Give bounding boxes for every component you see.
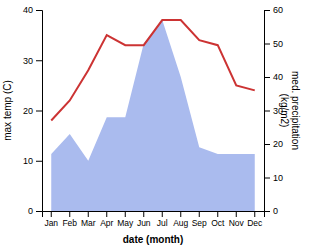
tick: Jul (157, 211, 168, 228)
tick-mark (264, 111, 270, 112)
tick-mark (36, 211, 42, 212)
tick: Jan (44, 211, 58, 228)
tick-mark (217, 211, 218, 217)
tick: Oct (211, 211, 225, 228)
tick-label: 20 (273, 139, 283, 149)
tick-label: Jul (157, 218, 168, 228)
tick-mark (125, 211, 126, 217)
tick-label: Nov (229, 218, 245, 228)
tick: 30 (23, 56, 42, 66)
tick-label: Dec (247, 218, 263, 228)
tick-mark (69, 211, 70, 217)
line (51, 20, 255, 121)
tick: Nov (229, 211, 245, 228)
tick-label: 50 (273, 39, 283, 49)
y-axis: 0 10 20 30 40 (23, 5, 43, 216)
tick-label: 40 (23, 5, 33, 15)
tick: Mar (81, 211, 96, 228)
tick-mark (106, 211, 107, 217)
tick: 40 (23, 5, 42, 15)
tick-label: Aug (173, 218, 188, 228)
tick-mark (180, 211, 181, 217)
tick: Dec (247, 211, 263, 228)
tick-mark (88, 211, 89, 217)
plot: Jan Feb Mar Apr MayJun Jul Aug Sep Oct NovDec 0 10 2… (23, 5, 283, 228)
tick: May (117, 211, 134, 228)
tick-label: Oct (211, 218, 225, 228)
tick-label: Mar (81, 218, 96, 228)
axis-line (36, 11, 43, 212)
tick: 20 (264, 139, 283, 149)
tick-label: 30 (23, 56, 33, 66)
tick-mark (51, 211, 52, 217)
tick-label: Feb (62, 218, 77, 228)
y-axis-title: max temp (C) (2, 80, 13, 141)
tick: 50 (264, 39, 283, 49)
tick-mark (264, 178, 270, 179)
axis-line (43, 212, 265, 218)
tick: 20 (23, 106, 42, 116)
tick-label: 0 (273, 206, 278, 216)
tick-label: Jun (137, 218, 151, 228)
tick: 0 (264, 206, 278, 216)
tick-mark (143, 211, 144, 217)
tick-mark (264, 44, 270, 45)
marks (51, 20, 255, 211)
tick-label: 60 (273, 5, 283, 15)
tick-mark (264, 77, 270, 78)
tick: 10 (23, 156, 42, 166)
tick-label: Sep (192, 218, 207, 228)
tick-mark (162, 211, 163, 217)
tick: 60 (264, 5, 283, 15)
tick-mark (199, 211, 200, 217)
tick: 10 (264, 173, 283, 183)
tick-mark (36, 10, 42, 11)
tick: Jun (137, 211, 151, 228)
x-axis-title: date (month) (123, 234, 184, 245)
y2-axis-title: med. precipitation(kg/m2) (279, 71, 302, 150)
tick: Sep (192, 211, 207, 228)
x-axis: Jan Feb Mar Apr MayJun Jul Aug Sep Oct NovDec (43, 211, 265, 228)
tick-mark (254, 211, 255, 217)
tick-mark (36, 60, 42, 61)
tick-label: 40 (273, 72, 283, 82)
tick-mark (236, 211, 237, 217)
tick-mark (36, 161, 42, 162)
chart: Jan Feb Mar Apr MayJun Jul Aug Sep Oct NovDec 0 10 2… (0, 0, 318, 247)
tick-mark (36, 111, 42, 112)
tick-label: 0 (28, 206, 33, 216)
tick: Apr (100, 211, 113, 228)
tick-mark (264, 10, 270, 11)
tick-label: 20 (23, 106, 33, 116)
tick-label: Apr (100, 218, 113, 228)
tick: 40 (264, 72, 283, 82)
tick: 0 (28, 206, 42, 216)
tick: Aug (173, 211, 188, 228)
tick-label: May (117, 218, 134, 228)
area (51, 20, 255, 211)
tick: Feb (62, 211, 77, 228)
tick-label: 10 (273, 173, 283, 183)
tick-label: 10 (23, 156, 33, 166)
tick-mark (264, 211, 270, 212)
tick-label: Jan (44, 218, 58, 228)
tick-mark (264, 144, 270, 145)
axis-line (265, 11, 271, 212)
